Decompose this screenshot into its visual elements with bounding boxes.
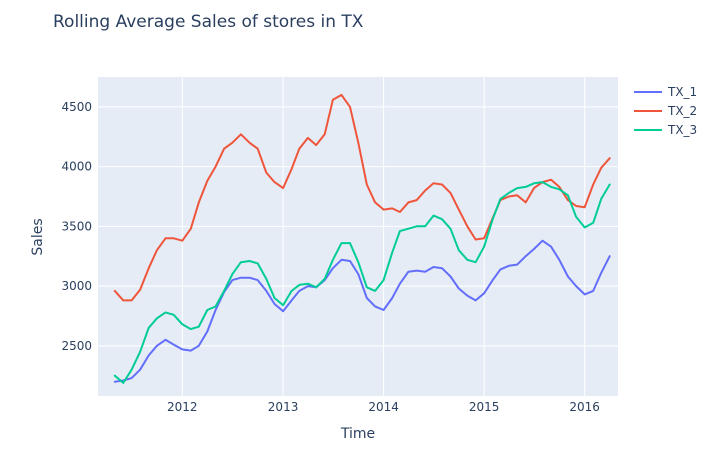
legend-label: TX_3	[667, 123, 697, 137]
gridlines	[98, 77, 618, 396]
series-line-tx-1	[113, 239, 611, 383]
legend-item-tx-1[interactable]: TX_1	[634, 85, 697, 99]
legend-item-tx-3[interactable]: TX_3	[634, 123, 697, 137]
y-tick-label: 4500	[61, 100, 92, 114]
legend: TX_1 TX_2 TX_3	[634, 85, 697, 137]
series-line-tx-2	[113, 93, 611, 302]
series-lines	[113, 93, 611, 384]
y-tick-label: 3000	[61, 279, 92, 293]
series-line-tx-3	[113, 181, 611, 384]
x-tick-label: 2013	[268, 400, 299, 414]
legend-label: TX_2	[667, 104, 697, 118]
x-tick-label: 2012	[167, 400, 198, 414]
y-axis-title: Sales	[30, 218, 46, 255]
y-tick-label: 3500	[61, 219, 92, 233]
x-axis-title: Time	[340, 426, 375, 442]
y-tick-label: 2500	[61, 339, 92, 353]
plot-area	[98, 77, 618, 396]
x-tick-label: 2016	[569, 400, 600, 414]
x-tick-label: 2014	[368, 400, 399, 414]
legend-item-tx-2[interactable]: TX_2	[634, 104, 697, 118]
chart-title: Rolling Average Sales of stores in TX	[53, 12, 364, 32]
legend-label: TX_1	[667, 85, 697, 99]
tick-labels: 2500 3000 3500 4000 4500 2012 2013 2014 2015 2016	[61, 100, 599, 414]
y-tick-label: 4000	[61, 160, 92, 174]
x-tick-label: 2015	[469, 400, 500, 414]
